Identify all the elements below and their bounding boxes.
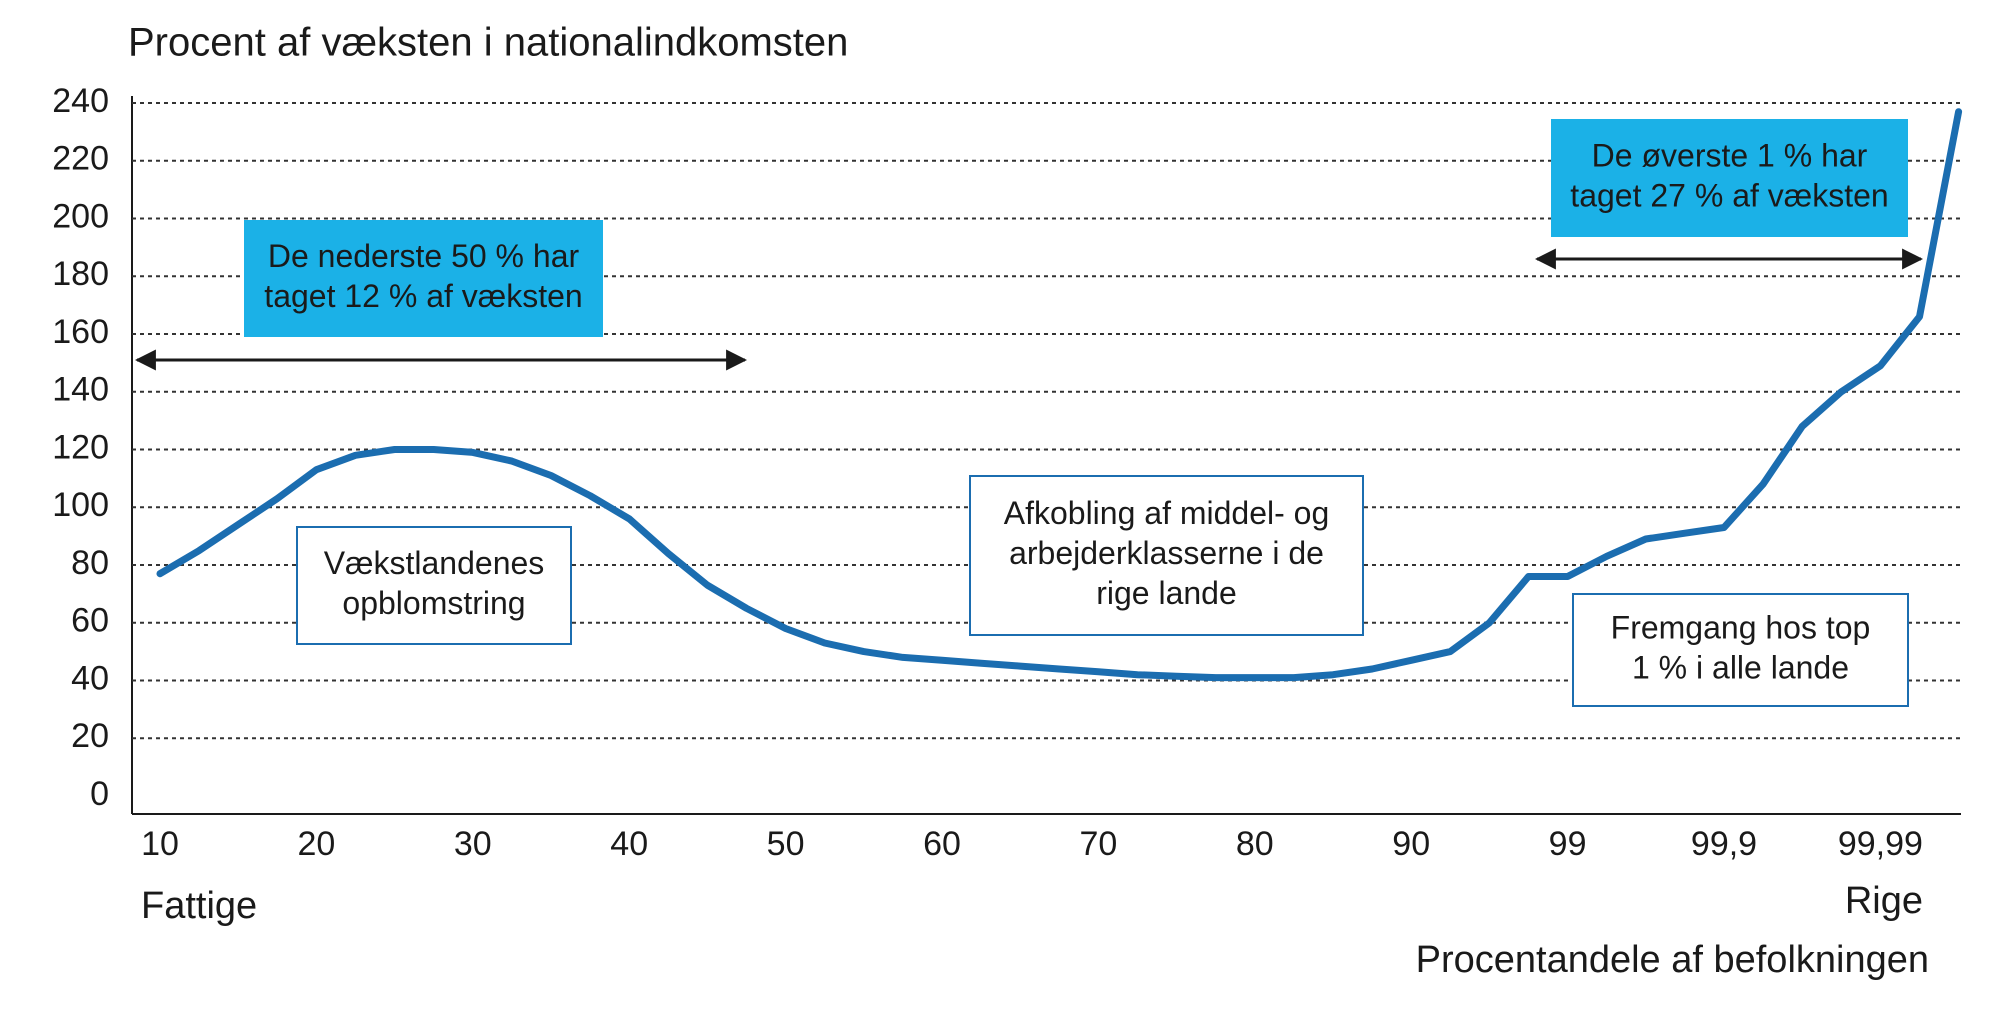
annotation-text: De øverste 1 % har — [1592, 137, 1868, 173]
annotation-text: arbejderklasserne i de — [1009, 535, 1324, 571]
annotation: Fremgang hos top 1 % i alle lande — [1572, 593, 1909, 707]
data-line — [156, 108, 1963, 682]
annotation-text: Vækstlandenes — [324, 545, 545, 581]
annotation-text: rige lande — [1096, 575, 1237, 611]
annotation-box — [1572, 593, 1909, 707]
x-tick-label: 70 — [1079, 825, 1117, 863]
annotation-text: De nederste 50 % har — [268, 238, 580, 274]
y-tick-label: 80 — [71, 544, 109, 582]
annotation-box — [1551, 119, 1908, 237]
x-tick-label: 90 — [1392, 825, 1430, 863]
x-axis-title: Procentandele af befolkningen — [1416, 939, 1929, 981]
x-tick-label: 30 — [454, 825, 492, 863]
annotation: Vækstlandenes opblomstring — [296, 526, 572, 645]
y-tick-label: 240 — [52, 82, 109, 120]
y-tick-label: 0 — [90, 775, 109, 813]
x-tick-label: 20 — [297, 825, 335, 863]
x-tick-label: 60 — [923, 825, 961, 863]
annotation: Afkobling af middel- og arbejderklasserne… — [969, 475, 1364, 636]
annotation-text: Fremgang hos top — [1611, 609, 1871, 645]
y-tick-label: 120 — [52, 428, 109, 466]
x-tick-label: 99,9 — [1691, 825, 1757, 863]
annotation: De øverste 1 % har taget 27 % af væksten — [1551, 119, 1908, 237]
x-tick-label: 10 — [141, 825, 179, 863]
y-tick-label: 100 — [52, 486, 109, 524]
y-tick-label: 60 — [71, 602, 109, 640]
y-tick-label: 160 — [52, 313, 109, 351]
y-tick-label: 220 — [52, 140, 109, 178]
annotation-text: 1 % i alle lande — [1632, 649, 1849, 685]
annotation-box — [969, 475, 1364, 636]
x-left-label: Fattige — [141, 885, 257, 927]
annotation-text: taget 12 % af væksten — [264, 278, 582, 314]
annotation-text: taget 27 % af væksten — [1570, 177, 1888, 213]
x-tick-label: 80 — [1236, 825, 1274, 863]
x-tick-label: 40 — [610, 825, 648, 863]
y-tick-label: 40 — [71, 659, 109, 697]
x-tick-label: 99,99 — [1838, 825, 1923, 863]
x-tick-label: 50 — [767, 825, 805, 863]
annotation-box — [296, 526, 572, 645]
chart-title: Procent af væksten i nationalindkomsten — [128, 21, 848, 65]
x-right-label: Rige — [1845, 880, 1923, 922]
y-tick-label: 200 — [52, 197, 109, 235]
annotation-text: Afkobling af middel- og — [1004, 495, 1330, 531]
annotation: De nederste 50 % har taget 12 % af vækste… — [244, 220, 603, 337]
y-tick-label: 140 — [52, 371, 109, 409]
y-tick-label: 180 — [52, 255, 109, 293]
y-tick-label: 20 — [71, 717, 109, 755]
x-tick-label: 99 — [1549, 825, 1587, 863]
annotation-text: opblomstring — [342, 585, 525, 621]
annotation-box — [244, 220, 603, 337]
